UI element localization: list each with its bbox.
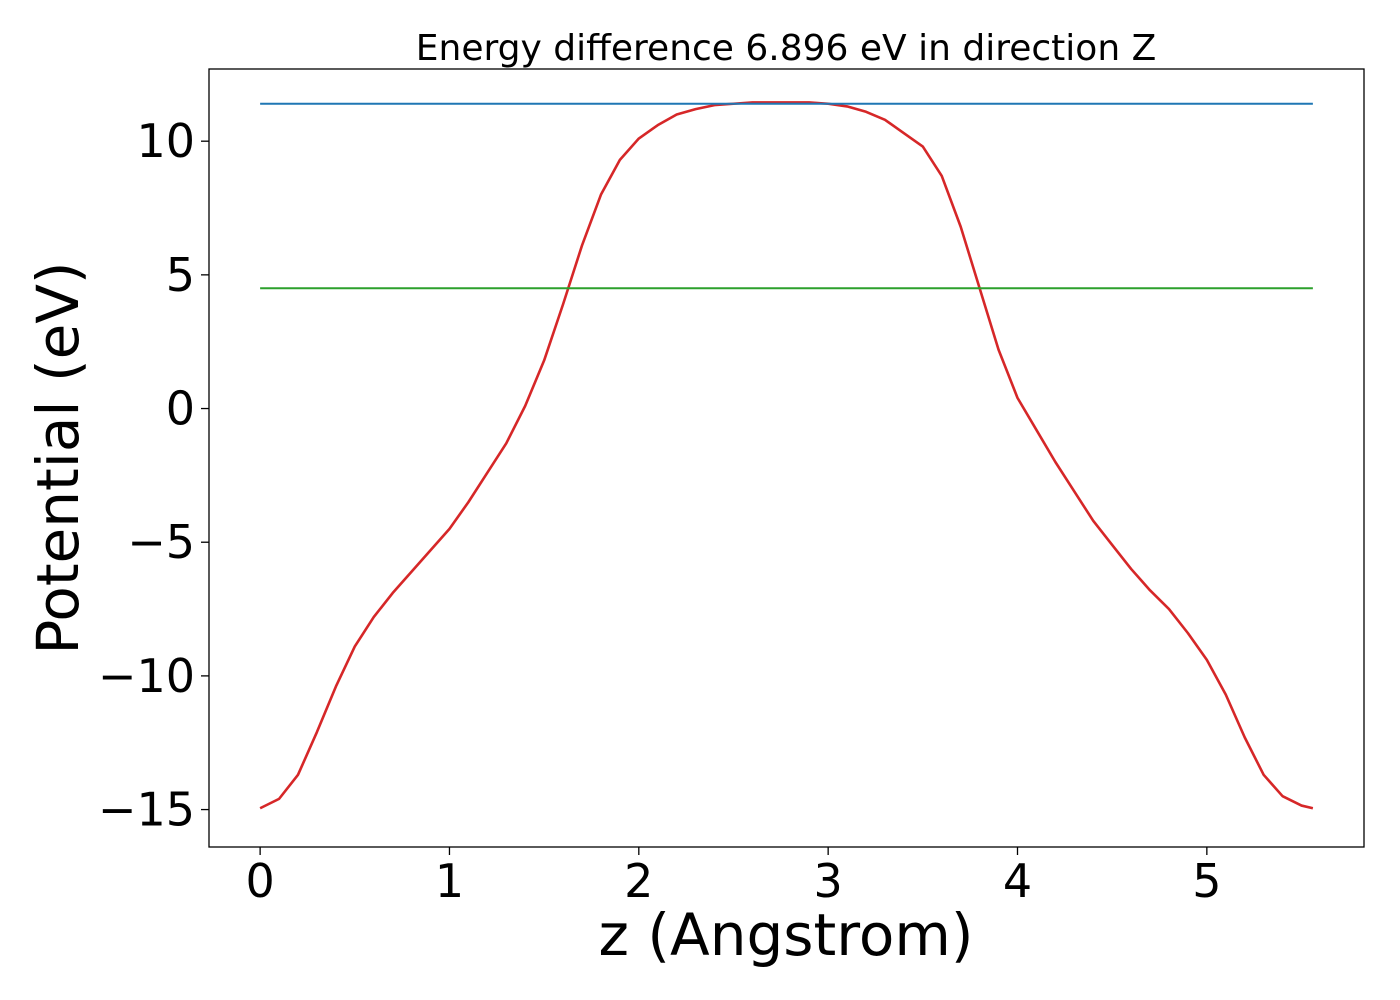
y-tick-label: 5 — [166, 248, 195, 302]
y-tick-label: −15 — [98, 783, 195, 837]
chart-title: Energy difference 6.896 eV in direction … — [416, 28, 1157, 69]
x-axis: 0 1 2 3 4 5 — [245, 847, 1221, 908]
y-tick-label: 0 — [166, 382, 195, 436]
x-tick-label: 1 — [435, 854, 464, 908]
x-tick-label: 4 — [1003, 854, 1032, 908]
y-axis-label: Potential (eV) — [24, 261, 92, 654]
y-tick-label: −5 — [127, 515, 195, 569]
y-tick-label: −10 — [98, 649, 195, 703]
x-tick-label: 5 — [1192, 854, 1221, 908]
plot-frame — [208, 68, 1365, 848]
plot-area — [259, 101, 1314, 810]
x-tick-label: 3 — [814, 854, 843, 908]
x-tick-label: 2 — [624, 854, 653, 908]
potential-curve — [259, 101, 1314, 810]
y-axis: −15 −10 −5 0 5 10 — [98, 114, 209, 837]
y-tick-label: 10 — [136, 114, 195, 168]
x-axis-label: z (Angstrom) — [599, 901, 974, 969]
x-tick-label: 0 — [245, 854, 274, 908]
